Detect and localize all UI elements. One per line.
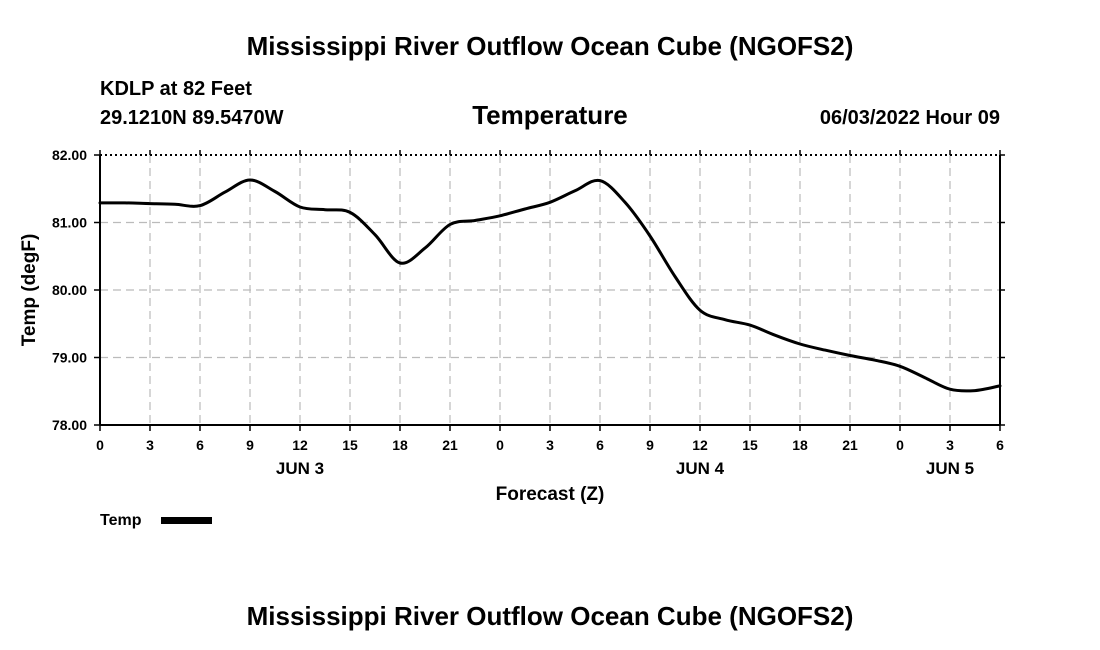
legend-label: Temp — [100, 512, 142, 529]
x-tick-label: 18 — [792, 437, 808, 453]
y-axis-title: Temp (degF) — [19, 234, 40, 347]
x-tick-label: 6 — [996, 437, 1004, 453]
datetime-label: 06/03/2022 Hour 09 — [820, 107, 1000, 129]
legend-swatch — [161, 517, 212, 524]
y-tick-label: 78.00 — [52, 417, 87, 433]
x-axis-title: Forecast (Z) — [496, 484, 605, 505]
x-tick-label: 15 — [342, 437, 358, 453]
x-tick-label: 3 — [546, 437, 554, 453]
x-tick-label: 0 — [496, 437, 504, 453]
y-axis-ticks: 78.00 79.00 80.00 81.00 82.00 — [52, 147, 1005, 433]
x-tick-label: 21 — [842, 437, 858, 453]
x-tick-label: 12 — [292, 437, 308, 453]
x-tick-label: 6 — [196, 437, 204, 453]
x-tick-label: 15 — [742, 437, 758, 453]
x-axis-ticks: 0 3 6 9 12 15 18 21 0 3 6 9 12 15 18 21 0 3 6 — [96, 150, 1004, 453]
day-label: JUN 4 — [676, 459, 725, 478]
x-tick-label: 3 — [946, 437, 954, 453]
station-label: KDLP at 82 Feet — [100, 78, 252, 100]
x-tick-label: 0 — [96, 437, 104, 453]
x-tick-label: 9 — [646, 437, 654, 453]
day-label: JUN 5 — [926, 459, 974, 478]
legend: Temp — [100, 512, 212, 529]
x-tick-label: 6 — [596, 437, 604, 453]
y-tick-label: 80.00 — [52, 282, 87, 298]
grid-layer — [100, 155, 1000, 425]
x-tick-label: 0 — [896, 437, 904, 453]
x-axis-day-labels: JUN 3 JUN 4 JUN 5 — [276, 459, 974, 478]
y-tick-label: 82.00 — [52, 147, 87, 163]
x-tick-label: 9 — [246, 437, 254, 453]
x-tick-label: 3 — [146, 437, 154, 453]
day-label: JUN 3 — [276, 459, 324, 478]
x-tick-label: 18 — [392, 437, 408, 453]
main-title: Mississippi River Outflow Ocean Cube (NG… — [247, 31, 854, 61]
x-tick-label: 21 — [442, 437, 458, 453]
series-layer — [98, 178, 1002, 393]
series-line-temp — [98, 178, 1002, 393]
chart-title: Temperature — [472, 100, 628, 130]
footer-title: Mississippi River Outflow Ocean Cube (NG… — [247, 601, 854, 631]
x-tick-label: 12 — [692, 437, 708, 453]
y-tick-label: 81.00 — [52, 215, 87, 231]
y-tick-label: 79.00 — [52, 350, 87, 366]
location-label: 29.1210N 89.5470W — [100, 107, 284, 129]
